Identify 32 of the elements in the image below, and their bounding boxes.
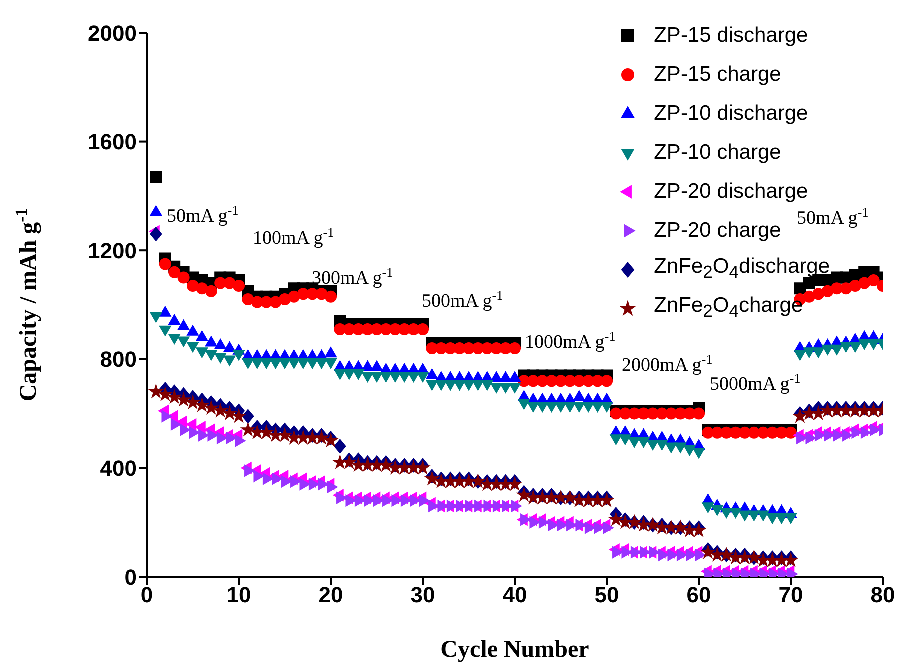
legend-label: ZP-20 charge xyxy=(654,218,782,242)
annotation: 1000mA g$^{-1}$ xyxy=(525,328,616,353)
x-tick-label: 70 xyxy=(778,582,804,608)
legend-label: ZP-20 discharge xyxy=(654,180,808,204)
x-tick-label: 10 xyxy=(226,582,252,608)
legend-label: ZP-15 discharge xyxy=(654,24,808,48)
legend-label: ZP-10 charge xyxy=(654,140,782,164)
annotation: 50mA g$^{-1}$ xyxy=(797,204,869,229)
y-tick-label: 1600 xyxy=(88,130,137,155)
annotation: 300mA g$^{-1}$ xyxy=(312,264,394,289)
y-tick-label: 1200 xyxy=(88,238,137,264)
x-tick-label: 0 xyxy=(140,582,154,608)
legend-label: ZP-10 discharge xyxy=(654,102,808,126)
x-axis-title: Cycle Number xyxy=(440,637,590,663)
x-tick-label: 20 xyxy=(318,582,344,608)
legend-label: ZnFe$_{2}$O$_{4}$discharge xyxy=(654,255,830,284)
x-tick-label: 50 xyxy=(594,582,620,608)
y-tick-label: 2000 xyxy=(88,20,137,46)
annotation: 5000mA g$^{-1}$ xyxy=(710,370,801,395)
annotation: 2000mA g$^{-1}$ xyxy=(622,352,713,376)
legend-label: ZnFe$_{2}$O$_{4}$charge xyxy=(654,294,804,323)
annotation: 500mA g$^{-1}$ xyxy=(422,288,504,312)
annotation: 50mA g$^{-1}$ xyxy=(167,202,239,227)
y-tick-label: 800 xyxy=(100,347,137,372)
y-tick-label: 400 xyxy=(100,456,137,482)
x-tick-label: 80 xyxy=(870,582,896,608)
x-tick-label: 60 xyxy=(686,582,712,608)
annotation: 100mA g$^{-1}$ xyxy=(253,224,334,249)
y-tick-label: 0 xyxy=(124,564,137,590)
legend-label: ZP-15 charge xyxy=(654,62,782,86)
x-tick-label: 40 xyxy=(502,582,528,608)
x-tick-label: 30 xyxy=(410,582,436,608)
